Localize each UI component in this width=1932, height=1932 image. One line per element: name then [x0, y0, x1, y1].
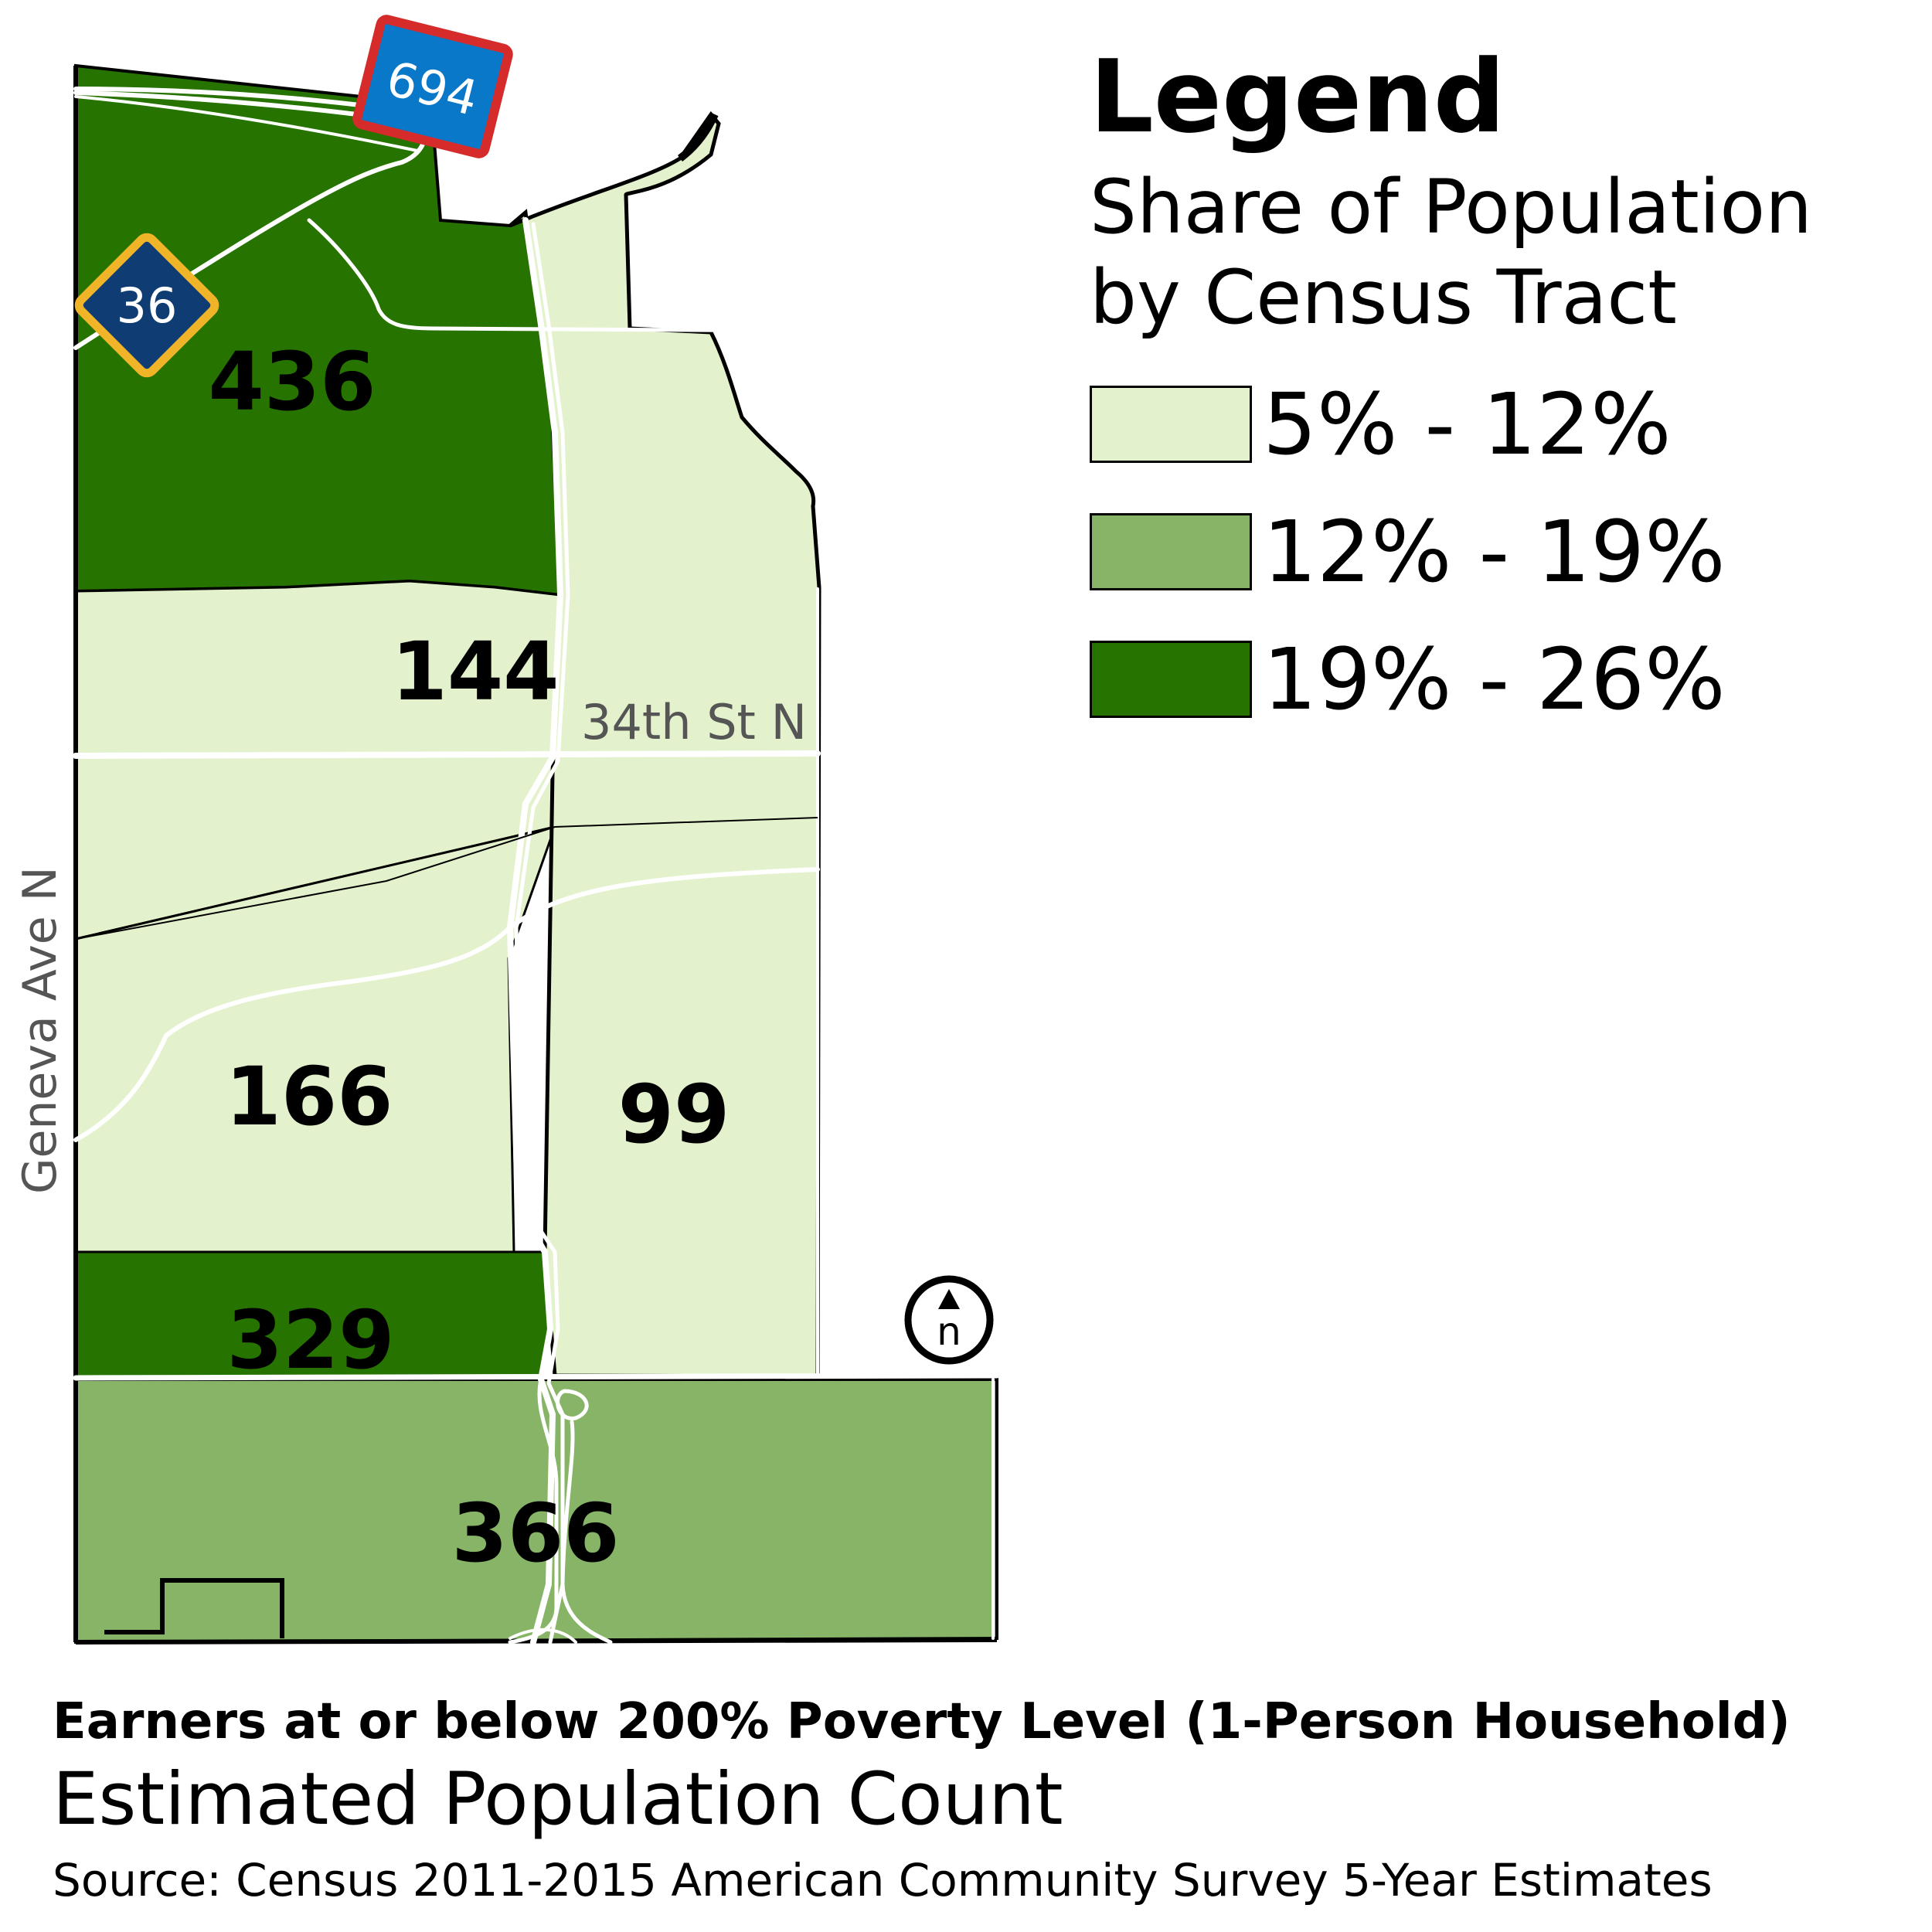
tract-count-99: 99	[618, 1067, 730, 1162]
tract-count-329: 329	[226, 1293, 394, 1387]
tract-99	[509, 111, 821, 1378]
legend-subtitle-line: Share of Population	[1090, 164, 1812, 250]
legend-subtitle: Share of Population by Census Tract	[1090, 162, 1901, 343]
roads	[73, 87, 1000, 1645]
tract-boundary	[104, 1578, 284, 1638]
tract-count-436: 436	[208, 335, 376, 429]
legend-label: 19% - 26%	[1263, 629, 1726, 729]
legend-label: 5% - 12%	[1263, 374, 1672, 474]
tract-count-166: 166	[225, 1049, 393, 1144]
legend-swatch	[1090, 385, 1252, 463]
legend-swatch	[1090, 640, 1252, 718]
tract-boundary	[75, 817, 818, 940]
legend-label: 12% - 19%	[1263, 502, 1726, 601]
map-footer: Earners at or below 200% Poverty Level (…	[53, 1697, 1923, 1903]
legend-item: 19% - 26%	[1090, 615, 1901, 743]
legend-item: 5% - 12%	[1090, 360, 1901, 488]
tract-count-366: 366	[451, 1486, 619, 1580]
tract-count-144: 144	[391, 624, 559, 719]
svg-text:36: 36	[117, 277, 178, 334]
street-label-geneva-ave-n: Geneva Ave N	[13, 866, 67, 1194]
highway-shield-36-icon: 36	[74, 233, 219, 378]
tract-labels: 436 144 166 99 329 366	[208, 335, 730, 1580]
svg-text:n: n	[937, 1309, 961, 1354]
legend-title: Legend	[1090, 38, 1505, 155]
legend-item: 12% - 19%	[1090, 488, 1901, 615]
map-source: Source: Census 2011-2015 American Commun…	[53, 1854, 1713, 1906]
highway-shield-694-icon: 694	[352, 15, 513, 158]
map-subtitle: Estimated Population Count	[53, 1757, 1063, 1842]
street-label-34th-st-n: 34th St N	[581, 694, 807, 750]
map-title: Earners at or below 200% Poverty Level (…	[53, 1693, 1791, 1750]
legend-subtitle-line: by Census Tract	[1090, 254, 1677, 342]
legend: Legend Share of Population by Census Tra…	[1090, 46, 1901, 743]
north-arrow-icon: n	[904, 1275, 994, 1365]
legend-swatch	[1090, 512, 1252, 590]
tract-boundary	[677, 112, 719, 162]
